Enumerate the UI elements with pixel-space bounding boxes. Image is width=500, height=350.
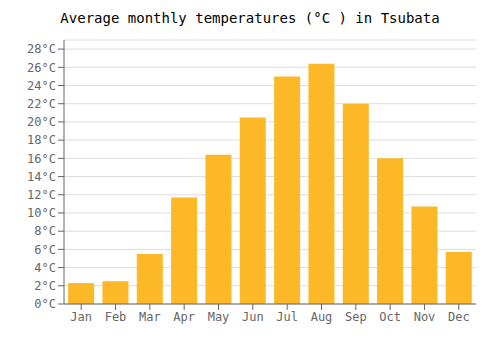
svg-text:Sep: Sep — [345, 310, 367, 324]
svg-text:Feb: Feb — [105, 310, 127, 324]
svg-text:Jan: Jan — [70, 310, 92, 324]
svg-text:Jul: Jul — [276, 310, 298, 324]
svg-text:18°C: 18°C — [27, 133, 56, 147]
svg-text:2°C: 2°C — [34, 279, 56, 293]
svg-text:Mar: Mar — [139, 310, 161, 324]
svg-text:Jun: Jun — [242, 310, 264, 324]
svg-text:4°C: 4°C — [34, 261, 56, 275]
svg-text:Apr: Apr — [173, 310, 195, 324]
svg-text:20°C: 20°C — [27, 115, 56, 129]
svg-text:Nov: Nov — [414, 310, 436, 324]
svg-text:May: May — [208, 310, 230, 324]
html-text:Average monthly temperatures (: Average monthly temperatures (°C ) in Ts… — [60, 10, 440, 26]
svg-text:10°C: 10°C — [27, 206, 56, 220]
svg-text:Oct: Oct — [379, 310, 401, 324]
svg-text:26°C: 26°C — [27, 61, 56, 75]
svg-text:16°C: 16°C — [27, 152, 56, 166]
svg-text:14°C: 14°C — [27, 170, 56, 184]
svg-text:8°C: 8°C — [34, 224, 56, 238]
svg-text:28°C: 28°C — [27, 42, 56, 56]
svg-text:Aug: Aug — [311, 310, 333, 324]
svg-text:0°C: 0°C — [34, 297, 56, 311]
svg-text:6°C: 6°C — [34, 243, 56, 257]
svg-text:Dec: Dec — [448, 310, 470, 324]
svg-text:22°C: 22°C — [27, 97, 56, 111]
svg-text:24°C: 24°C — [27, 79, 56, 93]
svg-text:12°C: 12°C — [27, 188, 56, 202]
